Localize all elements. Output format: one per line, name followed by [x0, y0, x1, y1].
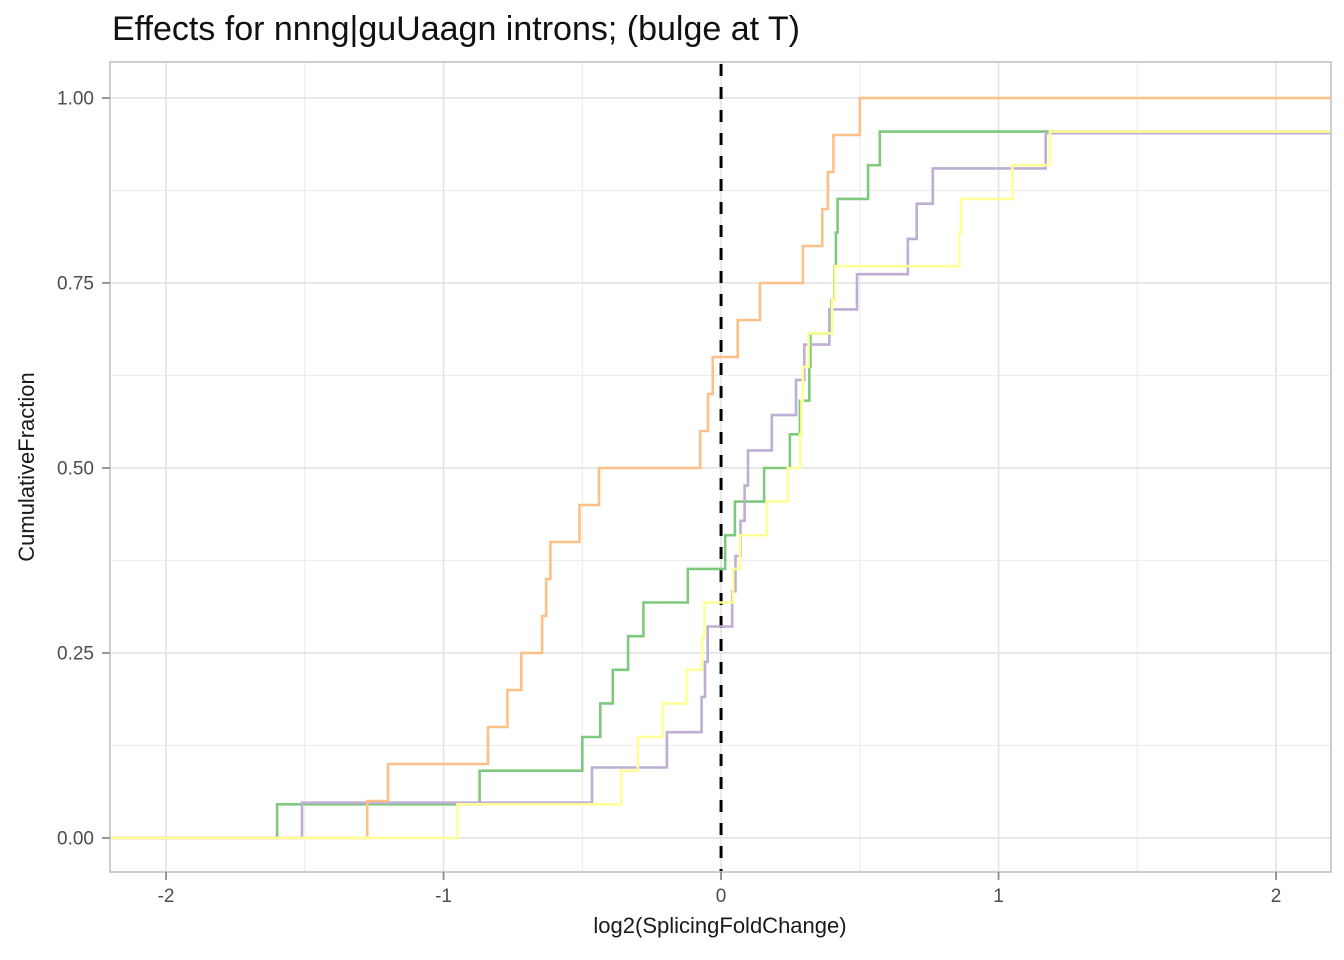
svg-text:-2: -2: [158, 886, 175, 907]
ecdf-curve-yellow-group: [110, 130, 1331, 840]
axis-tick-marks: [102, 97, 1277, 880]
svg-text:0: 0: [716, 886, 727, 907]
y-axis-title: CumulativeFraction: [14, 372, 39, 562]
chart-title: Effects for nnng|guUaagn introns; (bulge…: [112, 10, 800, 48]
svg-text:2: 2: [1271, 886, 1282, 907]
svg-text:0.00: 0.00: [57, 828, 94, 849]
ecdf-curve-purple-group: [110, 131, 1331, 840]
x-axis-title: log2(SplicingFoldChange): [593, 913, 847, 938]
svg-text:0.25: 0.25: [57, 643, 94, 664]
ecdf-curve-orange-group: [110, 96, 1331, 840]
y-axis-tick-labels: 0.00 0.25 0.50 0.75 1.00: [57, 88, 94, 849]
ecdf-curve-green-group: [110, 130, 1331, 840]
svg-text:1: 1: [993, 886, 1004, 907]
svg-text:-1: -1: [435, 886, 452, 907]
ecdf-step-curves: [110, 96, 1331, 840]
svg-text:1.00: 1.00: [57, 88, 94, 109]
svg-text:0.50: 0.50: [57, 458, 94, 479]
svg-text:0.75: 0.75: [57, 273, 94, 294]
x-axis-tick-labels: -2 -1 0 1 2: [158, 886, 1282, 907]
